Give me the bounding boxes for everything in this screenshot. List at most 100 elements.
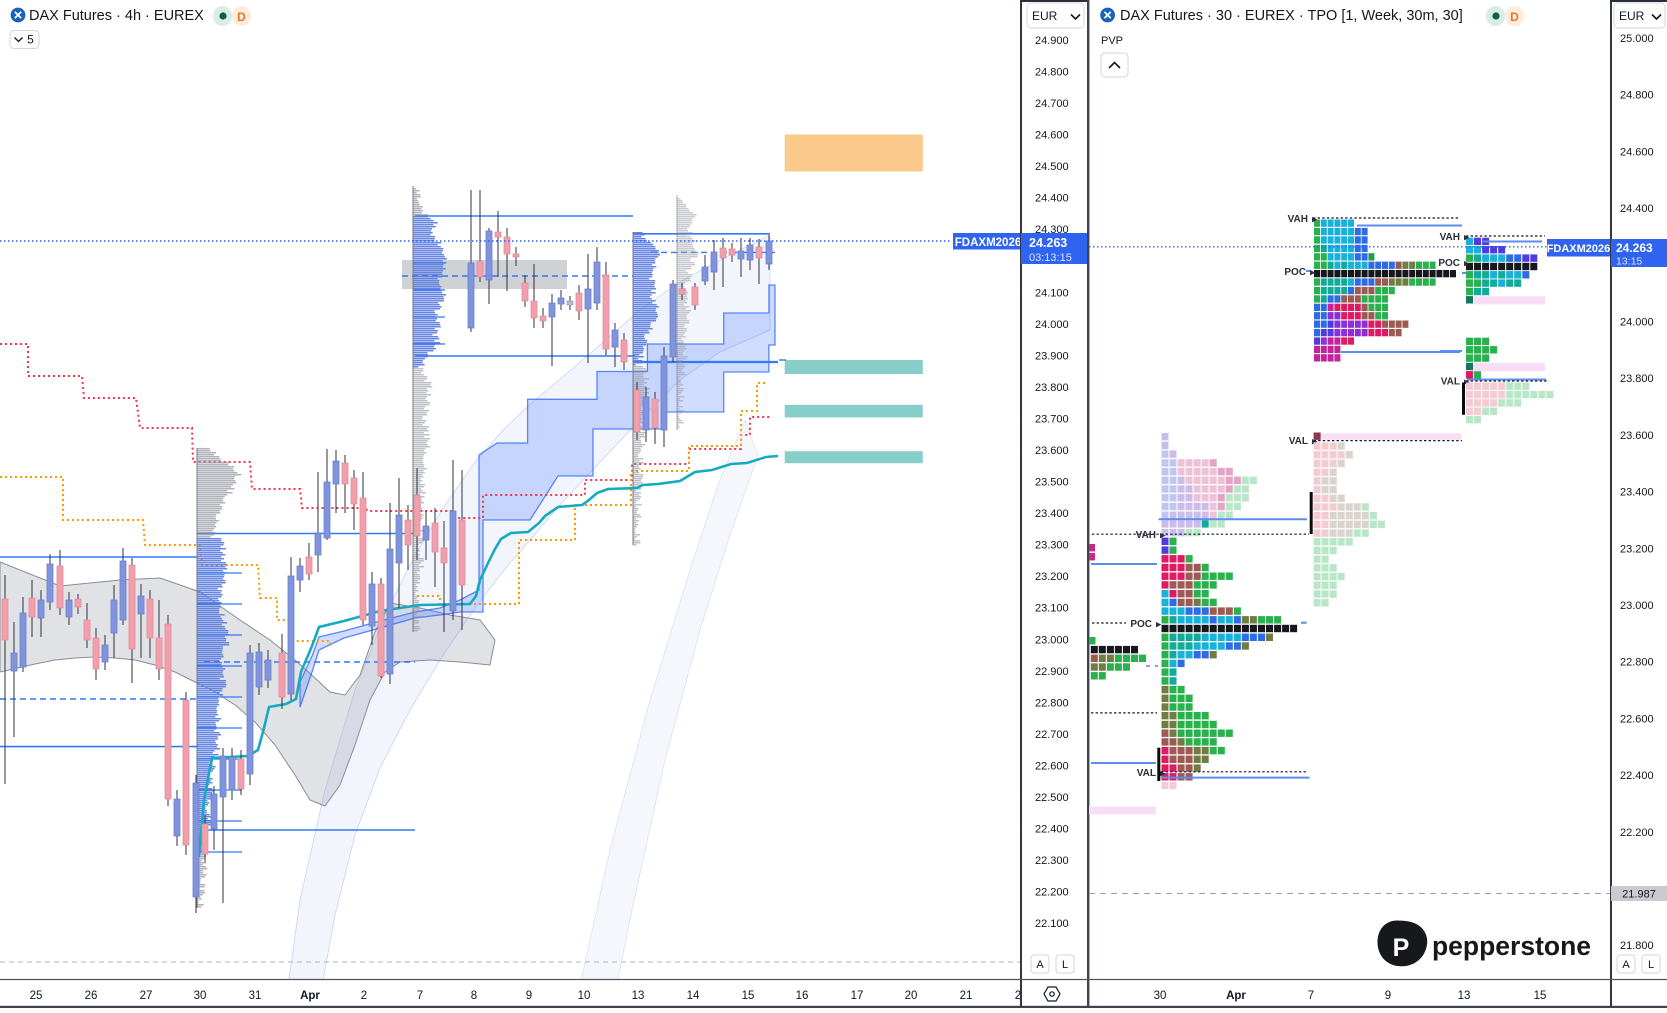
svg-text:24.263: 24.263	[1029, 236, 1067, 250]
svg-text:31: 31	[249, 990, 262, 1002]
svg-text:24.600: 24.600	[1620, 146, 1654, 158]
svg-text:23.800: 23.800	[1620, 373, 1654, 385]
svg-text:23.600: 23.600	[1620, 430, 1654, 442]
svg-text:22.800: 22.800	[1620, 657, 1654, 669]
svg-text:24.800: 24.800	[1620, 90, 1654, 102]
svg-text:22.600: 22.600	[1035, 760, 1069, 772]
svg-text:24.500: 24.500	[1035, 161, 1069, 173]
svg-text:23.200: 23.200	[1620, 543, 1654, 555]
svg-text:8: 8	[471, 990, 477, 1002]
svg-text:23.300: 23.300	[1035, 540, 1069, 552]
svg-text:▶: ▶	[1312, 217, 1318, 224]
svg-text:22.700: 22.700	[1035, 729, 1069, 741]
svg-text:20: 20	[905, 990, 918, 1002]
svg-text:D: D	[1510, 10, 1519, 24]
svg-text:13:15: 13:15	[1616, 256, 1642, 268]
svg-text:24.600: 24.600	[1035, 130, 1069, 142]
svg-text:23.700: 23.700	[1035, 414, 1069, 426]
svg-text:VAL: VAL	[1441, 377, 1460, 388]
svg-text:23.600: 23.600	[1035, 445, 1069, 457]
svg-text:23.900: 23.900	[1035, 350, 1069, 362]
svg-text:24.000: 24.000	[1620, 317, 1654, 329]
svg-text:POC: POC	[1130, 619, 1152, 630]
svg-text:EUR: EUR	[1032, 9, 1058, 23]
svg-text:9: 9	[526, 990, 532, 1002]
svg-text:9: 9	[1385, 990, 1391, 1002]
svg-text:▶: ▶	[1310, 270, 1316, 277]
svg-text:DAX Futures · 4h · EUREX: DAX Futures · 4h · EUREX	[29, 8, 204, 24]
svg-text:2: 2	[1015, 990, 1021, 1002]
svg-text:DAX Futures · 30 · EUREX · TPO: DAX Futures · 30 · EUREX · TPO [1, Week,…	[1120, 8, 1463, 24]
svg-text:VAH: VAH	[1440, 232, 1460, 243]
svg-text:▶: ▶	[1464, 235, 1470, 242]
svg-text:▶: ▶	[1312, 439, 1318, 446]
svg-text:Apr: Apr	[1226, 990, 1246, 1002]
svg-text:24.000: 24.000	[1035, 319, 1069, 331]
svg-text:VAH: VAH	[1136, 530, 1156, 541]
svg-text:24.400: 24.400	[1035, 193, 1069, 205]
svg-text:15: 15	[1534, 990, 1547, 1002]
svg-text:22.400: 22.400	[1620, 770, 1654, 782]
svg-text:03:13:15: 03:13:15	[1029, 252, 1072, 264]
svg-text:22.200: 22.200	[1035, 887, 1069, 899]
svg-text:▶: ▶	[1464, 261, 1470, 268]
svg-text:VAH: VAH	[1288, 214, 1308, 225]
svg-text:EUR: EUR	[1619, 9, 1645, 23]
svg-text:22.300: 22.300	[1035, 855, 1069, 867]
svg-text:24.100: 24.100	[1035, 287, 1069, 299]
svg-text:P: P	[1393, 934, 1410, 962]
svg-text:21: 21	[960, 990, 973, 1002]
svg-text:14: 14	[687, 990, 700, 1002]
svg-text:23.200: 23.200	[1035, 571, 1069, 583]
svg-text:26: 26	[85, 990, 98, 1002]
svg-text:A: A	[1036, 959, 1044, 971]
svg-text:2: 2	[361, 990, 367, 1002]
svg-text:22.400: 22.400	[1035, 824, 1069, 836]
svg-text:30: 30	[1154, 990, 1167, 1002]
svg-text:7: 7	[417, 990, 423, 1002]
svg-text:27: 27	[140, 990, 153, 1002]
svg-text:FDAXM2026: FDAXM2026	[955, 237, 1021, 249]
svg-text:23.000: 23.000	[1620, 600, 1654, 612]
svg-text:30: 30	[194, 990, 207, 1002]
svg-text:7: 7	[1308, 990, 1314, 1002]
svg-text:23.500: 23.500	[1035, 477, 1069, 489]
svg-text:23.100: 23.100	[1035, 603, 1069, 615]
svg-text:L: L	[1648, 959, 1654, 971]
svg-text:23.000: 23.000	[1035, 634, 1069, 646]
svg-text:A: A	[1622, 959, 1630, 971]
svg-text:23.400: 23.400	[1620, 487, 1654, 499]
svg-text:25.000: 25.000	[1620, 33, 1654, 45]
svg-text:16: 16	[796, 990, 809, 1002]
svg-text:▶: ▶	[1160, 533, 1166, 540]
svg-text:24.700: 24.700	[1035, 98, 1069, 110]
svg-text:22.200: 22.200	[1620, 827, 1654, 839]
svg-text:22.600: 22.600	[1620, 713, 1654, 725]
svg-text:FDAXM2026: FDAXM2026	[1547, 243, 1611, 255]
svg-text:21.800: 21.800	[1620, 940, 1654, 952]
svg-text:23.800: 23.800	[1035, 382, 1069, 394]
svg-text:22.900: 22.900	[1035, 666, 1069, 678]
svg-text:24.900: 24.900	[1035, 35, 1069, 47]
svg-text:24.400: 24.400	[1620, 203, 1654, 215]
svg-text:15: 15	[742, 990, 755, 1002]
svg-text:10: 10	[578, 990, 591, 1002]
svg-text:22.500: 22.500	[1035, 792, 1069, 804]
svg-text:VAL: VAL	[1289, 436, 1308, 447]
svg-text:13: 13	[632, 990, 645, 1002]
svg-text:5: 5	[27, 33, 34, 47]
svg-text:▶: ▶	[1160, 771, 1166, 778]
svg-text:17: 17	[851, 990, 864, 1002]
svg-text:21.987: 21.987	[1622, 889, 1656, 901]
svg-text:23.400: 23.400	[1035, 508, 1069, 520]
svg-text:24.263: 24.263	[1616, 241, 1653, 255]
svg-text:▶: ▶	[1156, 622, 1162, 629]
svg-text:Apr: Apr	[300, 990, 320, 1002]
svg-text:POC: POC	[1438, 258, 1460, 269]
svg-text:VAL: VAL	[1137, 768, 1156, 779]
svg-text:POC: POC	[1284, 267, 1306, 278]
svg-text:22.800: 22.800	[1035, 697, 1069, 709]
svg-text:25: 25	[30, 990, 43, 1002]
svg-text:PVP: PVP	[1101, 35, 1123, 47]
svg-text:D: D	[237, 10, 246, 24]
